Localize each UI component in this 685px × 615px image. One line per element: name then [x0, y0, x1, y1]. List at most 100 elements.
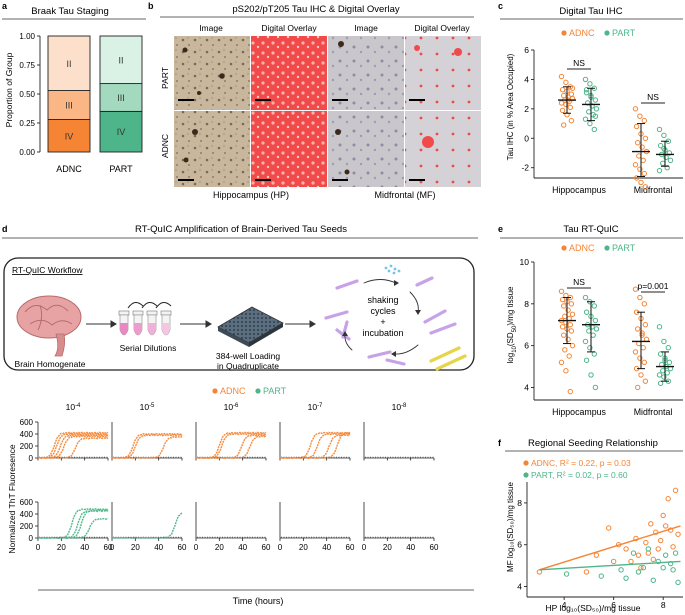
data-point — [559, 87, 566, 93]
data-point — [592, 384, 599, 391]
x-tick-label: 20 — [131, 543, 140, 552]
data-point — [589, 103, 595, 109]
x-tick-label: 0 — [362, 543, 367, 552]
bar-label: II — [118, 55, 123, 65]
y-tick-label: 1.00 — [19, 32, 35, 41]
x-tick-label: 60 — [262, 543, 271, 552]
x-tick-label: Hippocampus — [552, 185, 606, 195]
overlay-blobs — [414, 45, 462, 148]
panel-f: f Regional Seeding Relationship ADNC, R²… — [498, 438, 683, 613]
bar-label: IV — [65, 131, 74, 141]
fibril-cycle-icon — [324, 264, 467, 371]
data-point-adnc — [648, 521, 654, 527]
data-point — [637, 294, 643, 301]
panel-f-legend: ADNC, R² = 0.22, p = 0.03 PART, R² = 0.0… — [523, 458, 631, 480]
bar-segment-adnc-II — [47, 35, 91, 91]
workflow-box — [3, 257, 475, 371]
data-point — [635, 384, 641, 391]
panel-letter-c: c — [498, 1, 503, 11]
amplification-curve-part — [37, 507, 109, 539]
data-point-adnc — [638, 565, 644, 571]
dilution-labels: 10-4 10-5 10-6 10-7 10-8 — [66, 402, 407, 412]
dilution-label: 10-5 — [140, 402, 155, 412]
data-point-adnc — [660, 512, 666, 519]
data-point-part — [660, 565, 666, 571]
data-point — [561, 303, 567, 309]
data-point — [657, 351, 664, 357]
data-point-adnc — [665, 496, 671, 502]
data-point — [641, 170, 647, 177]
tube-liquid — [120, 323, 128, 335]
data-point-adnc — [662, 523, 669, 529]
y-tick-label: 6 — [517, 540, 522, 550]
y-tick-label: 400 — [20, 430, 34, 439]
data-point — [568, 328, 575, 334]
legend-part: PART — [612, 28, 636, 38]
data-point — [582, 294, 589, 301]
data-point-adnc — [606, 525, 612, 531]
x-tick-label: 60 — [346, 543, 355, 552]
data-point-part — [635, 569, 642, 575]
data-point — [660, 160, 666, 166]
x-tick-label: Midfrontal — [634, 407, 673, 417]
x-tick-label: 40 — [80, 543, 89, 552]
data-point — [657, 380, 664, 386]
x-tick-label: 0 — [36, 543, 41, 552]
arrow-icon — [86, 320, 316, 328]
data-point-part — [563, 571, 570, 577]
amplification-curve-part — [111, 512, 183, 539]
data-point-part — [672, 550, 679, 556]
data-point — [635, 139, 641, 146]
amplification-curve-adnc — [195, 432, 267, 459]
region-label-mf: Midfrontal (MF) — [374, 190, 435, 200]
data-point — [558, 73, 565, 80]
data-point-part — [623, 575, 629, 581]
step-brain-homogenate: Brain Homogenate — [15, 359, 86, 369]
data-point-adnc — [628, 558, 634, 565]
ihc-overlay-hp-adnc — [251, 111, 327, 187]
data-point — [663, 154, 669, 161]
amplification-curve-part — [37, 509, 109, 539]
data-point — [562, 313, 568, 320]
data-point — [638, 179, 644, 186]
y-tick-label: 0.25 — [19, 119, 35, 128]
x-tick-label: 20 — [57, 543, 66, 552]
x-tick-label: 40 — [322, 543, 331, 552]
y-tick-label: 600 — [20, 498, 34, 507]
amplification-curve-adnc — [279, 431, 351, 459]
data-point-adnc — [675, 531, 681, 537]
data-point-adnc — [610, 558, 617, 565]
dilution-label: 10-8 — [392, 402, 407, 412]
amplification-curve-adnc — [279, 432, 351, 459]
data-point — [559, 324, 566, 330]
data-point-adnc — [670, 544, 676, 550]
panel-letter-b: b — [148, 1, 154, 11]
data-point — [563, 101, 569, 108]
x-tick-label: PART — [109, 164, 133, 174]
cycle-label-incubation: incubation — [362, 328, 403, 338]
y-tick-label: 8 — [517, 498, 522, 508]
dilution-label: 10-6 — [224, 402, 239, 412]
data-point — [588, 372, 594, 378]
ihc-image-hp-adnc — [174, 111, 250, 187]
workflow-title: RT-QuIC Workflow — [12, 265, 83, 275]
amplification-curve-adnc — [37, 431, 109, 459]
scale-bars — [178, 99, 425, 181]
panel-c-plot: -2 0 2 4 6 Hippocampus NS Midfrontal NS — [521, 45, 683, 195]
x-tick-label: 40 — [406, 543, 415, 552]
data-point — [664, 370, 670, 376]
data-point-adnc — [643, 539, 649, 546]
data-point — [656, 372, 663, 378]
data-point — [660, 368, 666, 374]
significance-label: NS — [647, 92, 659, 102]
data-point — [592, 97, 599, 103]
dilution-tubes-icon — [118, 310, 172, 336]
row-label-adnc: ADNC — [160, 134, 170, 158]
step-plate-loading-line2: in Quadruplicate — [217, 361, 279, 371]
y-tick-label: 400 — [20, 510, 34, 519]
col-label-image-mf: Image — [354, 23, 378, 33]
y-tick-label: 4 — [524, 382, 529, 392]
panel-e-title: Tau RT-QuIC — [563, 224, 618, 235]
x-tick-label: 40 — [238, 543, 247, 552]
data-point — [642, 135, 649, 141]
